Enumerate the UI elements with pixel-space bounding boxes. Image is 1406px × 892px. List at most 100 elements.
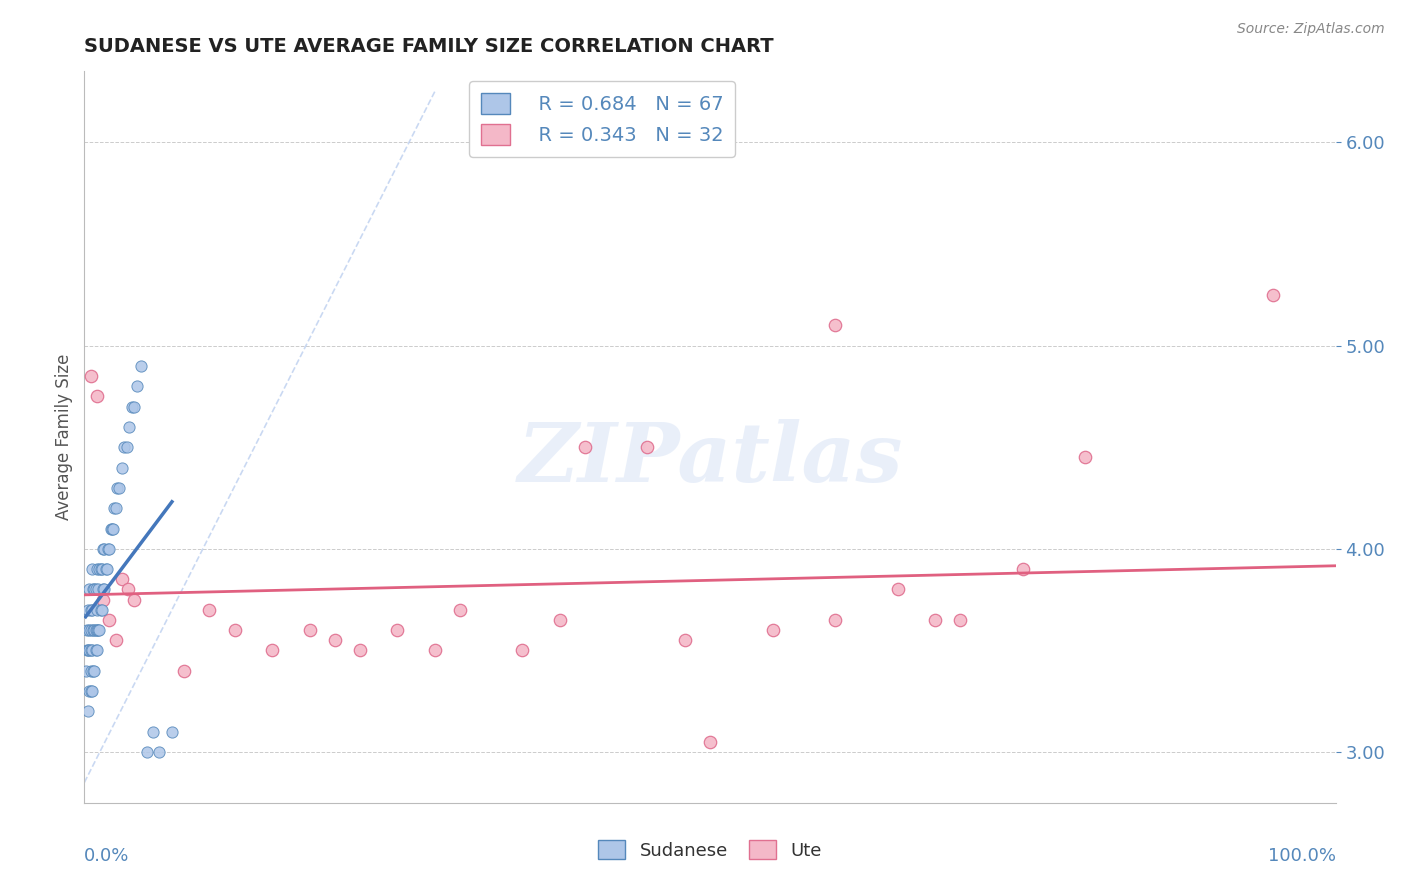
- Text: 0.0%: 0.0%: [84, 847, 129, 864]
- Point: [83, 664, 105, 678]
- Point: [79, 684, 101, 698]
- Point: [93, 541, 115, 556]
- Point: [84, 643, 107, 657]
- Point: [673, 633, 696, 648]
- Point: [949, 613, 972, 627]
- Point: [91, 582, 114, 597]
- Point: [97, 541, 120, 556]
- Point: [824, 318, 846, 333]
- Point: [94, 562, 117, 576]
- Point: [90, 603, 112, 617]
- Point: [142, 724, 165, 739]
- Point: [887, 582, 910, 597]
- Point: [100, 521, 122, 535]
- Point: [699, 735, 721, 749]
- Point: [385, 623, 409, 637]
- Point: [84, 623, 107, 637]
- Point: [90, 603, 112, 617]
- Point: [86, 643, 108, 657]
- Point: [96, 562, 118, 576]
- Point: [574, 440, 596, 454]
- Point: [105, 481, 128, 495]
- Point: [112, 440, 135, 454]
- Point: [124, 592, 146, 607]
- Point: [637, 440, 659, 454]
- Legend: Sudanese, Ute: Sudanese, Ute: [591, 832, 830, 867]
- Point: [198, 603, 221, 617]
- Point: [423, 643, 446, 657]
- Point: [104, 633, 127, 648]
- Point: [101, 521, 124, 535]
- Point: [108, 481, 131, 495]
- Point: [80, 684, 103, 698]
- Point: [79, 643, 101, 657]
- Point: [298, 623, 321, 637]
- Point: [1299, 826, 1322, 840]
- Point: [83, 582, 105, 597]
- Point: [86, 562, 108, 576]
- Point: [125, 379, 148, 393]
- Point: [79, 603, 101, 617]
- Y-axis label: Average Family Size: Average Family Size: [55, 354, 73, 520]
- Point: [98, 613, 121, 627]
- Point: [79, 684, 101, 698]
- Point: [548, 613, 571, 627]
- Point: [80, 562, 103, 576]
- Point: [87, 582, 110, 597]
- Point: [118, 420, 141, 434]
- Point: [86, 389, 108, 403]
- Text: 100.0%: 100.0%: [1268, 847, 1336, 864]
- Point: [77, 643, 100, 657]
- Point: [79, 643, 101, 657]
- Point: [111, 572, 134, 586]
- Point: [75, 664, 97, 678]
- Point: [224, 623, 246, 637]
- Point: [76, 643, 98, 657]
- Point: [89, 562, 111, 576]
- Point: [173, 664, 195, 678]
- Point: [323, 633, 346, 648]
- Point: [91, 541, 114, 556]
- Point: [101, 521, 124, 535]
- Point: [82, 664, 104, 678]
- Point: [1012, 562, 1035, 576]
- Point: [262, 643, 284, 657]
- Point: [79, 369, 101, 384]
- Point: [121, 400, 143, 414]
- Point: [86, 623, 108, 637]
- Point: [82, 582, 104, 597]
- Point: [449, 603, 471, 617]
- Point: [117, 582, 139, 597]
- Point: [115, 440, 138, 454]
- Point: [124, 400, 146, 414]
- Point: [1074, 450, 1097, 465]
- Point: [512, 643, 534, 657]
- Point: [160, 724, 183, 739]
- Point: [87, 623, 110, 637]
- Point: [77, 704, 100, 718]
- Point: [148, 745, 170, 759]
- Point: [924, 613, 946, 627]
- Point: [103, 501, 125, 516]
- Point: [76, 623, 98, 637]
- Point: [83, 623, 105, 637]
- Point: [89, 623, 111, 637]
- Point: [136, 745, 159, 759]
- Point: [82, 623, 104, 637]
- Point: [86, 603, 108, 617]
- Point: [98, 541, 121, 556]
- Point: [1263, 288, 1285, 302]
- Point: [79, 623, 101, 637]
- Point: [79, 664, 101, 678]
- Point: [84, 582, 107, 597]
- Point: [77, 603, 100, 617]
- Point: [104, 501, 127, 516]
- Point: [111, 460, 134, 475]
- Text: SUDANESE VS UTE AVERAGE FAMILY SIZE CORRELATION CHART: SUDANESE VS UTE AVERAGE FAMILY SIZE CORR…: [84, 37, 773, 56]
- Point: [129, 359, 152, 373]
- Point: [349, 643, 371, 657]
- Point: [90, 562, 112, 576]
- Point: [762, 623, 785, 637]
- Text: Source: ZipAtlas.com: Source: ZipAtlas.com: [1237, 22, 1385, 37]
- Point: [93, 582, 115, 597]
